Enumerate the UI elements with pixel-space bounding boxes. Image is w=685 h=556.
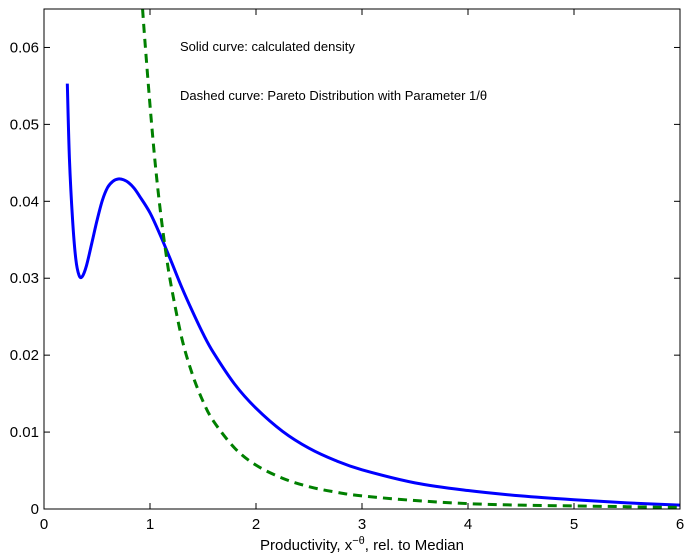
- y-tick-label: 0.04: [10, 193, 39, 210]
- y-tick-label: 0.01: [10, 424, 39, 441]
- x-axis-label: Productivity, x−θ, rel. to Median: [260, 535, 464, 554]
- x-tick-label: 5: [570, 516, 578, 533]
- series-layer: [65, 9, 680, 509]
- y-tick-label: 0.05: [10, 116, 39, 133]
- x-tick-label: 4: [464, 516, 472, 533]
- x-tick-label: 6: [676, 516, 684, 533]
- x-axis-label-superscript: −θ: [352, 535, 365, 547]
- y-tick-label: 0.03: [10, 270, 39, 287]
- x-tick-label: 3: [358, 516, 366, 533]
- y-tick-label: 0.06: [10, 39, 39, 56]
- plot-area: [44, 9, 680, 509]
- x-tick-label: 1: [146, 516, 154, 533]
- x-axis-label-suffix: , rel. to Median: [365, 537, 464, 554]
- y-tick-label: 0: [31, 501, 39, 518]
- x-tick-label: 2: [252, 516, 260, 533]
- y-tick-label: 0.02: [10, 347, 39, 364]
- tick-layer: 0 1 2 3 4 5 6 0 0.01 0.02 0.03 0.04 0.05 0.06: [10, 9, 684, 533]
- pareto-dashed-curve: [141, 9, 680, 509]
- calculated-density-curve: [65, 83, 680, 507]
- x-tick-label: 0: [40, 516, 48, 533]
- annotation-solid-curve: Solid curve: calculated density: [180, 39, 355, 54]
- x-axis-label-main: Productivity, x: [260, 537, 353, 554]
- annotation-dashed-curve: Dashed curve: Pareto Distribution with P…: [180, 88, 487, 103]
